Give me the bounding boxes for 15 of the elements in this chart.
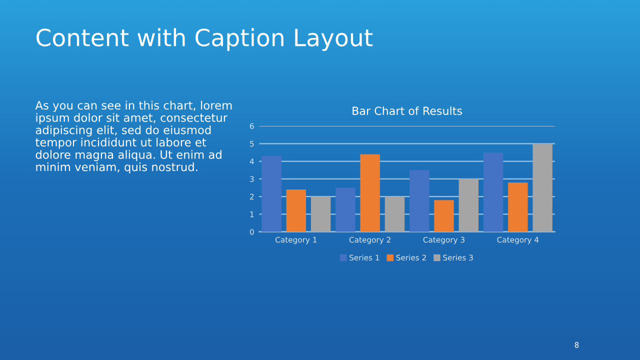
text: As you can see in this chart, lorem ipsum dolor sit amet, consectetur adipiscing elit, sed do eiusmod tempor incididunt ut labore et dolore magna aliqua. Ut enim ad minim veniam, quis nostrud. — [35, 100, 232, 174]
text: Content with Caption Layout — [36, 28, 373, 52]
bar — [262, 156, 282, 232]
chart-title: Bar Chart of Results — [352, 106, 462, 116]
bar — [286, 190, 306, 232]
bar — [384, 196, 405, 232]
bar — [336, 188, 356, 232]
bar — [483, 152, 504, 232]
bar — [310, 196, 331, 232]
bar — [508, 182, 528, 232]
bar — [410, 170, 430, 232]
bar — [458, 178, 478, 232]
bar — [532, 144, 552, 232]
bar — [360, 154, 380, 232]
bar — [434, 200, 454, 232]
